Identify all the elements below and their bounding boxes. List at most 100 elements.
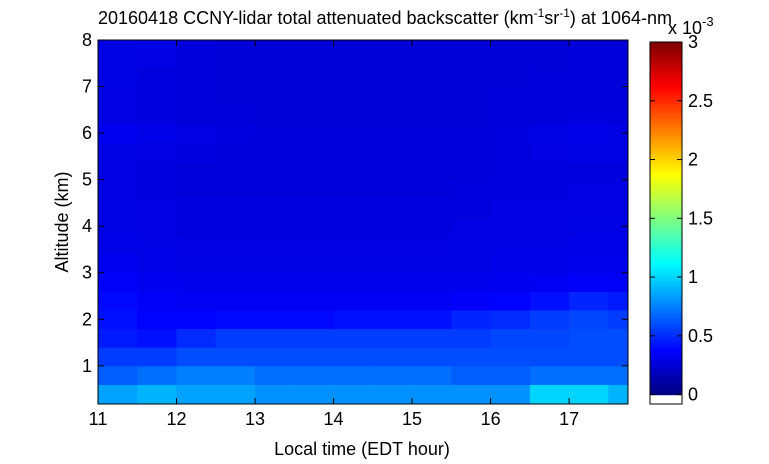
heatmap-cell bbox=[372, 309, 413, 330]
heatmap-cell bbox=[490, 179, 531, 199]
heatmap-cell bbox=[98, 40, 138, 50]
heatmap-cell bbox=[608, 49, 628, 69]
heatmap-cell bbox=[490, 272, 531, 292]
colorbar-swatch bbox=[650, 218, 682, 222]
colorbar-swatch bbox=[650, 241, 682, 246]
heatmap-cell bbox=[569, 86, 609, 106]
heatmap-cell bbox=[412, 161, 452, 181]
heatmap-cell bbox=[333, 365, 374, 385]
colorbar-swatch bbox=[650, 74, 682, 78]
heatmap-cell bbox=[529, 49, 570, 69]
heatmap-cell bbox=[215, 216, 256, 236]
heatmap-cell bbox=[569, 40, 609, 50]
heatmap-cell bbox=[176, 198, 217, 218]
heatmap-cell bbox=[608, 272, 628, 292]
colorbar-swatch bbox=[650, 191, 682, 196]
heatmap-cell bbox=[372, 142, 413, 162]
heatmap-cell bbox=[98, 254, 138, 274]
heatmap-cell bbox=[412, 67, 452, 88]
title-superscript: -1 bbox=[534, 6, 545, 20]
heatmap-cell bbox=[608, 365, 628, 385]
chart-title: 20160418 CCNY-lidar total attenuated bac… bbox=[98, 6, 672, 28]
heatmap-cell bbox=[137, 365, 178, 385]
y-tick-label: 3 bbox=[82, 263, 92, 283]
heatmap-cell bbox=[372, 216, 413, 236]
heatmap-cell bbox=[529, 384, 570, 404]
heatmap-cell bbox=[529, 123, 570, 143]
heatmap-cell bbox=[176, 291, 217, 311]
heatmap-cell bbox=[451, 309, 492, 330]
colorbar-tick-label: 2.5 bbox=[688, 91, 713, 111]
heatmap-cell bbox=[608, 235, 628, 255]
colorbar-swatch bbox=[650, 188, 682, 193]
colorbar-swatch bbox=[650, 83, 682, 87]
heatmap-cell bbox=[529, 365, 570, 385]
heatmap-cell bbox=[98, 105, 138, 125]
y-tick-label: 4 bbox=[82, 216, 92, 236]
heatmap-cell bbox=[294, 384, 335, 404]
heatmap-cell bbox=[451, 86, 492, 106]
heatmap-cell bbox=[412, 365, 452, 385]
colorbar-swatch bbox=[650, 291, 682, 296]
heatmap-cell bbox=[98, 198, 138, 218]
heatmap-cell bbox=[529, 347, 570, 367]
heatmap-cell bbox=[137, 309, 178, 330]
heatmap-cell bbox=[333, 309, 374, 330]
heatmap-cell bbox=[569, 235, 609, 255]
colorbar-swatch bbox=[650, 124, 682, 128]
heatmap-cell bbox=[176, 272, 217, 292]
colorbar-swatch bbox=[650, 280, 682, 284]
colorbar-swatch bbox=[650, 376, 682, 381]
heatmap-cell bbox=[569, 105, 609, 125]
heatmap-cell bbox=[98, 179, 138, 199]
heatmap-cell bbox=[412, 49, 452, 69]
heatmap-cell bbox=[372, 49, 413, 69]
heatmap-cell bbox=[372, 384, 413, 404]
heatmap-cell bbox=[333, 384, 374, 404]
heatmap-cell bbox=[451, 384, 492, 404]
heatmap-cell bbox=[98, 123, 138, 143]
heatmap-cell bbox=[451, 254, 492, 274]
heatmap-cell bbox=[137, 347, 178, 367]
heatmap-cell bbox=[451, 235, 492, 255]
colorbar-swatch bbox=[650, 100, 682, 105]
colorbar-swatch bbox=[650, 294, 682, 299]
heatmap-cell bbox=[372, 235, 413, 255]
heatmap-cell bbox=[569, 328, 609, 348]
colorbar-swatch bbox=[650, 159, 682, 164]
x-tick-label: 15 bbox=[402, 409, 422, 429]
heatmap-cell bbox=[215, 105, 256, 125]
colorbar-swatch bbox=[650, 183, 682, 187]
heatmap-cell bbox=[490, 67, 531, 88]
heatmap-cell bbox=[98, 272, 138, 292]
colorbar-swatch bbox=[650, 368, 682, 372]
colorbar-swatch bbox=[650, 235, 682, 240]
heatmap-cell bbox=[137, 272, 178, 292]
heatmap-cell bbox=[255, 179, 295, 199]
heatmap-cell bbox=[215, 142, 256, 162]
x-tick-label: 13 bbox=[245, 409, 265, 429]
x-tick-label: 12 bbox=[167, 409, 187, 429]
colorbar-swatch bbox=[650, 227, 682, 231]
colorbar-swatch bbox=[650, 312, 682, 316]
heatmap-cell bbox=[137, 123, 178, 143]
heatmap-cell bbox=[98, 49, 138, 69]
heatmap-cell bbox=[490, 291, 531, 311]
colorbar-swatch bbox=[650, 86, 682, 90]
heatmap-cell bbox=[569, 272, 609, 292]
colorbar-swatch bbox=[650, 185, 682, 190]
heatmap-cell bbox=[176, 142, 217, 162]
colorbar-swatch bbox=[650, 144, 682, 149]
colorbar-swatch bbox=[650, 200, 682, 205]
heatmap-cell bbox=[412, 384, 452, 404]
heatmap-cell bbox=[294, 254, 335, 274]
colorbar-swatch bbox=[650, 256, 682, 261]
colorbar-swatch bbox=[650, 315, 682, 319]
heatmap-cell bbox=[215, 384, 256, 404]
colorbar-tick-label: 0 bbox=[688, 385, 698, 405]
colorbar-scale: x 10-3 bbox=[668, 14, 714, 38]
heatmap-cell bbox=[176, 86, 217, 106]
heatmap-cell bbox=[294, 105, 335, 125]
heatmap-cell bbox=[294, 235, 335, 255]
heatmap-cell bbox=[176, 105, 217, 125]
